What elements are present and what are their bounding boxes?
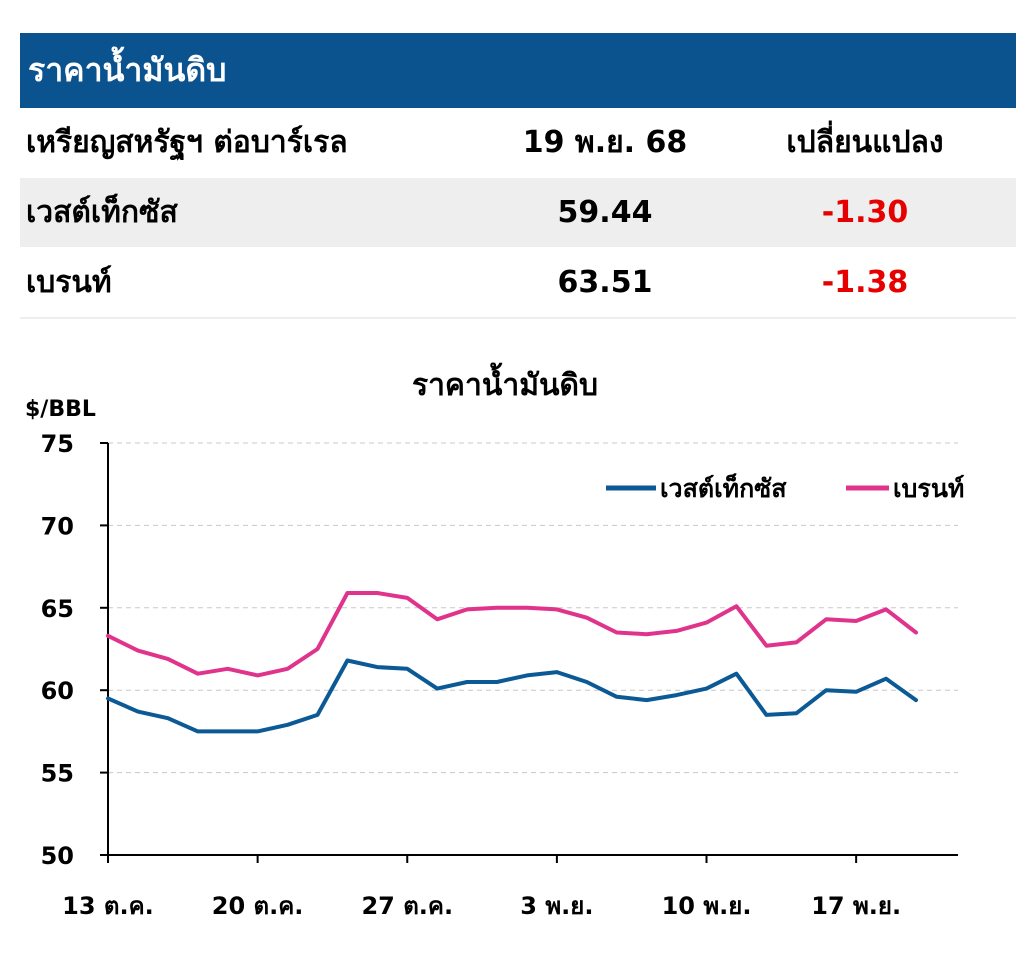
row-price: 59.44: [557, 195, 653, 230]
legend: เวสต์เท็กซัส เบรนท์: [606, 473, 964, 503]
header-unit: เหรียญสหรัฐฯ ต่อบาร์เรล: [26, 125, 348, 160]
series-line-1: [106, 591, 918, 678]
x-tick-label: 27 ต.ค.: [361, 892, 453, 920]
header-change: เปลี่ยนแปลง: [786, 125, 944, 160]
row-change: -1.30: [821, 195, 909, 230]
row-name: เวสต์เท็กซัส: [26, 195, 178, 230]
table-row: เบรนท์ 63.51 -1.38: [20, 248, 1016, 317]
x-tick-label: 13 ต.ค.: [62, 892, 154, 920]
y-axis-label: $/BBL: [25, 397, 96, 422]
axes: 50 55 60 65 70 75 13 ต.ค. 20 ต.ค. 27 ต.ค. 3 พ.ย. 1…: [41, 430, 958, 920]
legend-label: เวสต์เท็กซัส: [660, 473, 787, 503]
x-tick-label: 10 พ.ย.: [662, 892, 752, 920]
table-divider: [20, 317, 1016, 319]
series-lines: [106, 591, 918, 734]
header-date: 19 พ.ย. 68: [522, 125, 688, 160]
x-tick-label: 20 ต.ค.: [212, 892, 304, 920]
chart-title: ราคาน้ำมันดิบ: [412, 362, 598, 403]
x-tick-label: 17 พ.ย.: [811, 892, 901, 920]
x-tick-label: 3 พ.ย.: [520, 892, 593, 920]
row-price: 63.51: [557, 265, 653, 300]
y-tick-label: 65: [41, 595, 74, 623]
legend-label: เบรนท์: [893, 474, 964, 503]
y-tick-label: 55: [41, 760, 74, 788]
row-change: -1.38: [821, 265, 909, 300]
row-name: เบรนท์: [26, 265, 112, 300]
y-tick-label: 50: [41, 842, 74, 870]
table-header-row: เหรียญสหรัฐฯ ต่อบาร์เรล 19 พ.ย. 68 เปลี่…: [20, 108, 1016, 177]
table-title: ราคาน้ำมันดิบ: [20, 33, 1016, 108]
y-tick-label: 70: [41, 512, 74, 540]
y-tick-label: 60: [41, 677, 74, 705]
table-row: เวสต์เท็กซัส 59.44 -1.30: [20, 178, 1016, 247]
table-title-text: ราคาน้ำมันดิบ: [28, 51, 227, 89]
y-tick-label: 75: [41, 430, 74, 458]
series-line-0: [106, 658, 918, 734]
price-line-chart: 50 55 60 65 70 75 13 ต.ค. 20 ต.ค. 27 ต.ค. 3 พ.ย. 1…: [25, 362, 964, 920]
